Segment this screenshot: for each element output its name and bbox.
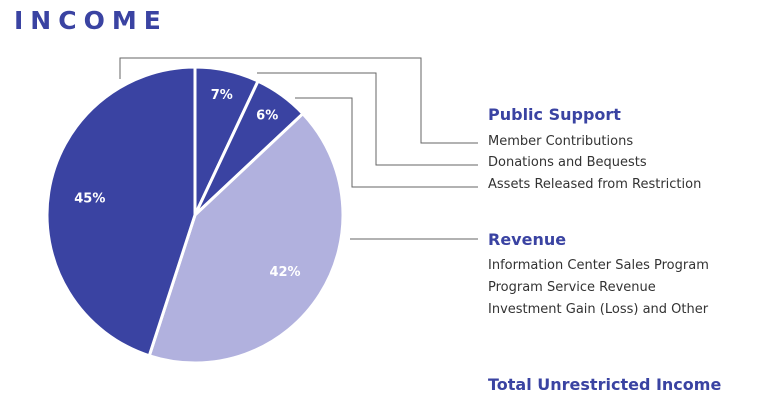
legend-item-donations-bequests: Donations and Bequests [488, 155, 647, 170]
legend-heading-revenue: Revenue [488, 230, 567, 249]
leader-line-donations [257, 72, 478, 166]
legend-item-assets-released: Assets Released from Restriction [488, 177, 702, 192]
slice-label-1: 6% [256, 109, 278, 124]
leader-line-assets-released [295, 97, 478, 188]
legend-heading-public-support: Public Support [488, 105, 621, 124]
legend-item-program-service-revenue: Program Service Revenue [488, 280, 656, 295]
legend-item-investment-gain: Investment Gain (Loss) and Other [488, 302, 709, 317]
pie-slices [45, 65, 345, 365]
slice-label-3: 45% [74, 191, 105, 206]
total-unrestricted-income: Total Unrestricted Income [488, 375, 722, 394]
slice-label-2: 42% [269, 265, 300, 280]
legend-item-member-contributions: Member Contributions [488, 134, 634, 149]
pie-slice-2 [147, 112, 345, 365]
pie-slice-3 [45, 65, 197, 358]
slice-label-0: 7% [211, 88, 233, 103]
chart-title: INCOME [14, 6, 168, 35]
legend-item-information-center-sales: Information Center Sales Program [488, 258, 709, 273]
slice-labels: 7% 6% 42% 45% [74, 88, 300, 280]
leader-lines [119, 57, 478, 240]
leader-line-member-contributions [119, 57, 478, 144]
